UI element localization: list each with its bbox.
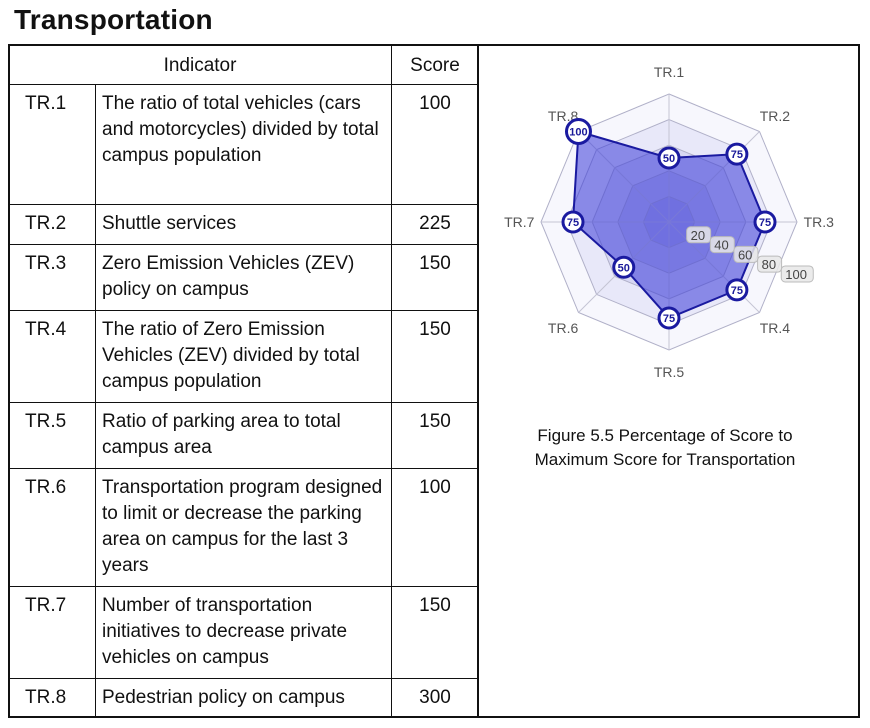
table-header-row: Indicator Score	[8, 44, 479, 85]
axis-label: TR.3	[804, 214, 835, 230]
indicator-description: Pedestrian policy on campus	[95, 678, 392, 717]
axis-label: TR.8	[548, 108, 579, 124]
indicator-score: 100	[391, 84, 479, 205]
radar-chart: 20 40 60 80 100 TR.1 TR.2 TR.3 TR.4 TR.5 TR.6 TR.7 T…	[504, 64, 835, 380]
value-marker	[725, 278, 749, 302]
axis-label: TR.6	[548, 320, 579, 336]
value-label: 75	[759, 217, 771, 229]
indicator-score: 150	[391, 310, 479, 403]
value-label: 100	[569, 126, 587, 138]
axis-label: TR.7	[504, 214, 535, 230]
table-row: TR.2 Shuttle services 225	[8, 204, 479, 245]
value-marker	[564, 117, 592, 145]
indicator-code: TR.2	[8, 204, 96, 245]
indicator-code: TR.8	[8, 678, 96, 717]
table-row: TR.3 Zero Emission Vehicles (ZEV) policy…	[8, 244, 479, 311]
table-row: TR.8 Pedestrian policy on campus 300	[8, 678, 479, 717]
indicator-description: The ratio of total vehicles (cars and mo…	[95, 84, 392, 205]
indicator-score: 100	[391, 468, 479, 587]
ring-label: 40	[714, 238, 728, 253]
indicator-description: Ratio of parking area to total campus ar…	[95, 402, 392, 469]
indicator-code: TR.1	[8, 84, 96, 205]
value-marker	[725, 142, 749, 166]
value-marker	[657, 146, 681, 170]
value-label: 50	[663, 153, 675, 165]
ring-label: 80	[762, 257, 776, 272]
value-label: 75	[663, 313, 675, 325]
indicator-code: TR.4	[8, 310, 96, 403]
ring-label-box	[709, 236, 735, 254]
table-row: TR.7 Number of transportation initiative…	[8, 586, 479, 679]
ring-label-box	[757, 255, 783, 273]
table-row: TR.5 Ratio of parking area to total camp…	[8, 402, 479, 469]
page-title: Transportation	[14, 4, 213, 35]
value-marker	[612, 255, 636, 279]
indicator-code: TR.6	[8, 468, 96, 587]
value-label: 75	[567, 217, 579, 229]
indicator-score: 300	[391, 678, 479, 717]
indicator-score: 150	[391, 586, 479, 679]
ring-label: 100	[785, 267, 807, 282]
value-marker	[753, 210, 777, 234]
indicator-code: TR.5	[8, 402, 96, 469]
table-row: TR.6 Transportation program designed to …	[8, 468, 479, 587]
indicator-score: 225	[391, 204, 479, 245]
table-row: TR.1 The ratio of total vehicles (cars a…	[8, 84, 479, 205]
indicator-header: Indicator	[8, 44, 392, 85]
axis-label: TR.2	[760, 108, 791, 124]
indicator-description: The ratio of Zero Emission Vehicles (ZEV…	[95, 310, 392, 403]
indicator-description: Number of transportation initiatives to …	[95, 586, 392, 679]
ring-label-box	[686, 226, 712, 244]
indicator-description: Zero Emission Vehicles (ZEV) policy on c…	[95, 244, 392, 311]
score-header: Score	[391, 44, 479, 85]
value-marker	[657, 306, 681, 330]
axis-label: TR.1	[654, 64, 685, 80]
indicator-table: Indicator Score TR.1 The ratio of total …	[8, 44, 479, 717]
value-label: 75	[731, 149, 743, 161]
indicator-code: TR.7	[8, 586, 96, 679]
ring-label: 20	[691, 228, 705, 243]
value-label: 75	[731, 285, 743, 297]
figure-caption: Figure 5.5 Percentage of Score to Maximu…	[534, 426, 796, 469]
column-divider	[477, 44, 479, 718]
axis-label: TR.4	[760, 320, 791, 336]
indicator-code: TR.3	[8, 244, 96, 311]
axis-label: TR.5	[654, 364, 685, 380]
ring-label-box	[780, 265, 814, 283]
indicator-description: Shuttle services	[95, 204, 392, 245]
value-marker	[561, 210, 585, 234]
ring-label-box	[733, 245, 759, 263]
indicator-score: 150	[391, 244, 479, 311]
indicator-score: 150	[391, 402, 479, 469]
indicator-description: Transportation program designed to limit…	[95, 468, 392, 587]
table-row: TR.4 The ratio of Zero Emission Vehicles…	[8, 310, 479, 403]
ring-label: 60	[738, 247, 752, 262]
value-label: 50	[618, 262, 630, 274]
